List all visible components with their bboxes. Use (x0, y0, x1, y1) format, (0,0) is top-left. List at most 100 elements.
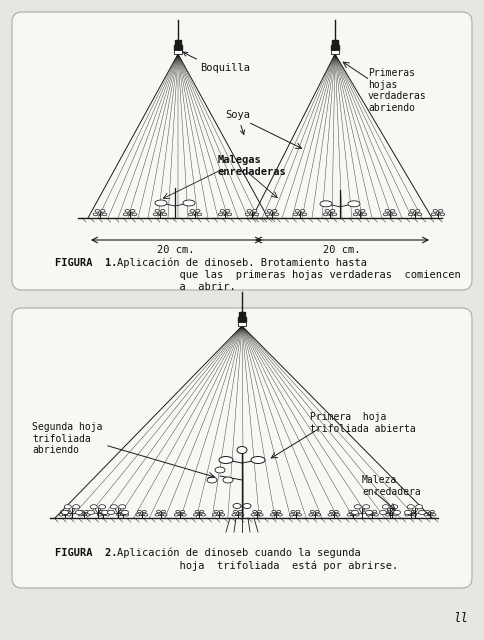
Ellipse shape (251, 456, 264, 463)
Text: FIGURA  1.: FIGURA 1. (55, 258, 117, 268)
Ellipse shape (315, 511, 318, 513)
Ellipse shape (225, 209, 229, 212)
Bar (330, 45, 338, 50)
Ellipse shape (214, 511, 218, 513)
Ellipse shape (246, 209, 251, 212)
Bar (239, 312, 244, 317)
Ellipse shape (410, 511, 414, 513)
Ellipse shape (176, 511, 180, 513)
Ellipse shape (382, 213, 387, 216)
Ellipse shape (219, 511, 223, 513)
Ellipse shape (390, 505, 397, 509)
Ellipse shape (105, 513, 109, 516)
Ellipse shape (190, 209, 194, 212)
Ellipse shape (308, 513, 312, 516)
Ellipse shape (439, 213, 444, 216)
Ellipse shape (100, 209, 105, 212)
Ellipse shape (155, 209, 159, 212)
Ellipse shape (272, 209, 276, 212)
Ellipse shape (163, 513, 166, 516)
Ellipse shape (327, 513, 331, 516)
Ellipse shape (267, 209, 271, 212)
Ellipse shape (360, 209, 364, 212)
Ellipse shape (407, 505, 413, 509)
Text: Malegas
enredaderas: Malegas enredaderas (217, 155, 286, 177)
Bar (175, 40, 181, 45)
Ellipse shape (124, 513, 128, 516)
Ellipse shape (199, 511, 203, 513)
Ellipse shape (102, 213, 106, 216)
Ellipse shape (316, 513, 320, 516)
Ellipse shape (214, 467, 225, 473)
Ellipse shape (64, 505, 71, 509)
Ellipse shape (324, 209, 329, 212)
Ellipse shape (294, 209, 299, 212)
Ellipse shape (322, 213, 327, 216)
Ellipse shape (365, 513, 370, 516)
Ellipse shape (197, 213, 201, 216)
Bar (174, 50, 182, 54)
Ellipse shape (302, 213, 306, 216)
Ellipse shape (293, 213, 297, 216)
Ellipse shape (188, 213, 192, 216)
Text: Maleza
enredadera: Maleza enredadera (361, 475, 420, 497)
Ellipse shape (104, 511, 107, 513)
Ellipse shape (99, 511, 103, 513)
Ellipse shape (110, 505, 117, 509)
Ellipse shape (161, 511, 165, 513)
Ellipse shape (155, 200, 166, 206)
Ellipse shape (354, 513, 359, 516)
Ellipse shape (220, 209, 224, 212)
Text: FIGURA  2.: FIGURA 2. (55, 548, 117, 558)
Ellipse shape (144, 513, 148, 516)
Ellipse shape (65, 511, 69, 513)
Ellipse shape (130, 209, 135, 212)
Ellipse shape (156, 511, 160, 513)
Ellipse shape (418, 510, 424, 515)
Ellipse shape (353, 511, 357, 513)
Ellipse shape (252, 209, 257, 212)
Ellipse shape (393, 510, 400, 515)
Ellipse shape (95, 209, 99, 212)
Ellipse shape (432, 209, 437, 212)
Ellipse shape (393, 513, 397, 516)
Ellipse shape (231, 513, 235, 516)
Ellipse shape (61, 510, 68, 515)
Ellipse shape (347, 513, 350, 516)
Ellipse shape (416, 213, 421, 216)
Ellipse shape (372, 511, 376, 513)
Ellipse shape (362, 213, 366, 216)
Ellipse shape (90, 505, 97, 509)
Bar (330, 50, 338, 54)
Ellipse shape (297, 513, 301, 516)
Ellipse shape (245, 213, 249, 216)
Ellipse shape (300, 209, 304, 212)
Ellipse shape (374, 513, 378, 516)
Ellipse shape (162, 213, 166, 216)
Ellipse shape (220, 513, 224, 516)
Ellipse shape (232, 504, 241, 509)
Ellipse shape (278, 513, 282, 516)
Ellipse shape (136, 513, 139, 516)
Ellipse shape (101, 510, 108, 515)
Text: Aplicación de dinoseb. Brotamiento hasta
          que las  primeras hojas verda: Aplicación de dinoseb. Brotamiento hasta… (117, 258, 460, 292)
Ellipse shape (237, 447, 246, 454)
Ellipse shape (195, 209, 199, 212)
Ellipse shape (425, 511, 429, 513)
Ellipse shape (333, 511, 338, 513)
Ellipse shape (404, 510, 410, 515)
Ellipse shape (270, 513, 274, 516)
Text: Boquilla: Boquilla (183, 52, 249, 73)
Ellipse shape (76, 510, 82, 515)
Ellipse shape (123, 213, 127, 216)
Ellipse shape (365, 510, 372, 515)
Text: Soya: Soya (225, 110, 249, 134)
Ellipse shape (93, 213, 98, 216)
Ellipse shape (59, 513, 63, 516)
Ellipse shape (391, 511, 395, 513)
Ellipse shape (412, 513, 416, 516)
Ellipse shape (153, 213, 157, 216)
Text: Segunda hoja
trifoliada
abriendo: Segunda hoja trifoliada abriendo (32, 422, 102, 455)
Ellipse shape (218, 213, 222, 216)
Ellipse shape (330, 209, 334, 212)
